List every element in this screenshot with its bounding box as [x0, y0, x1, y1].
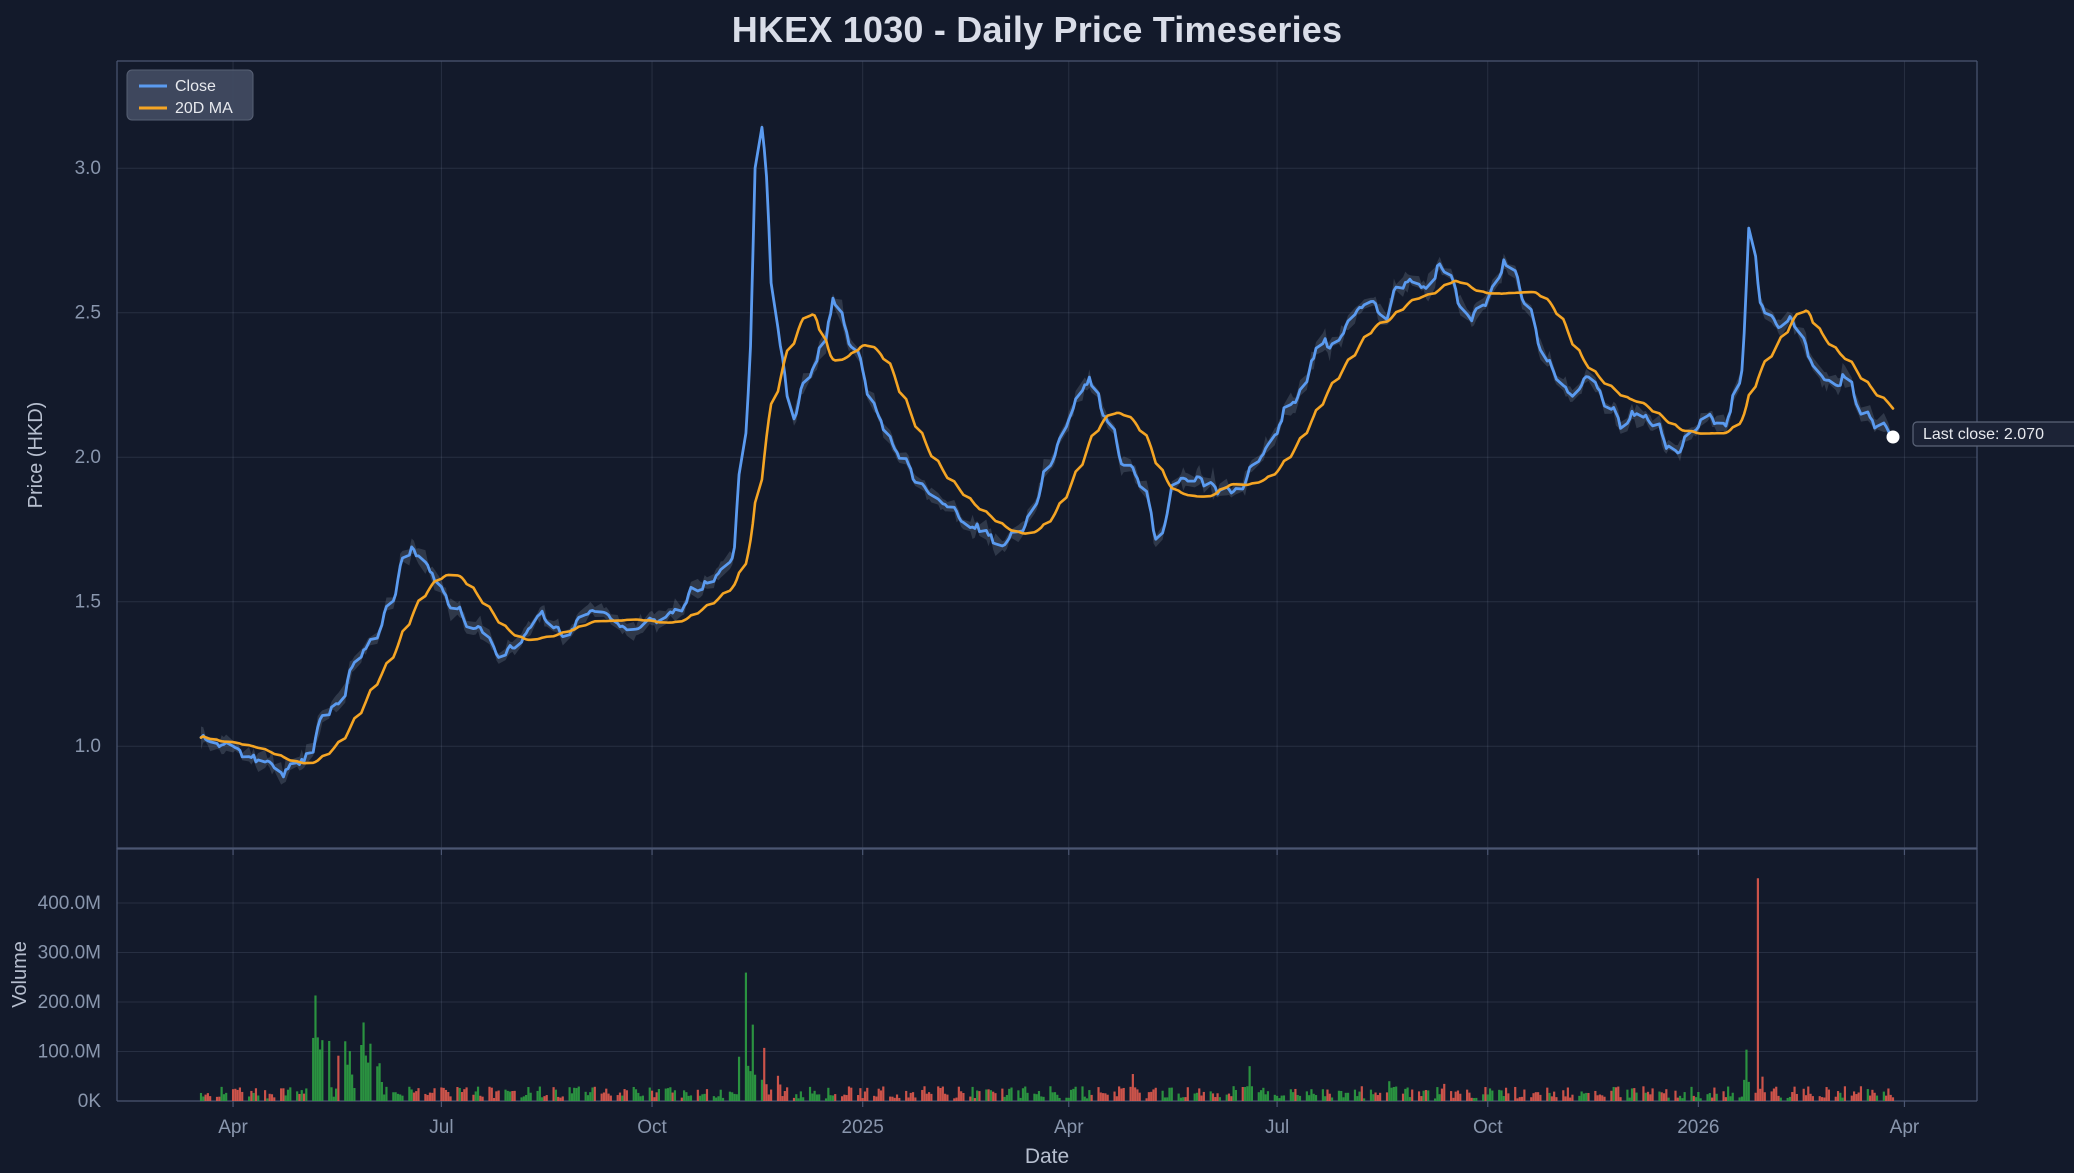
svg-text:100.0M: 100.0M: [38, 1042, 101, 1063]
svg-text:Oct: Oct: [1473, 1117, 1503, 1138]
svg-text:Date: Date: [1025, 1145, 1069, 1168]
svg-text:2.5: 2.5: [75, 303, 101, 324]
svg-text:400.0M: 400.0M: [38, 893, 101, 914]
svg-text:Jul: Jul: [1265, 1117, 1289, 1138]
svg-text:300.0M: 300.0M: [38, 943, 101, 964]
svg-text:Apr: Apr: [218, 1117, 248, 1138]
svg-text:1.0: 1.0: [75, 736, 101, 757]
svg-text:Apr: Apr: [1054, 1117, 1084, 1138]
svg-text:20D MA: 20D MA: [175, 100, 233, 117]
svg-text:Apr: Apr: [1890, 1117, 1920, 1138]
svg-text:Jul: Jul: [429, 1117, 453, 1138]
svg-text:Price (HKD): Price (HKD): [25, 402, 47, 509]
svg-text:Close: Close: [175, 78, 216, 95]
svg-text:Volume: Volume: [9, 941, 31, 1008]
svg-text:Oct: Oct: [637, 1117, 667, 1138]
svg-text:200.0M: 200.0M: [38, 992, 101, 1013]
svg-text:2.0: 2.0: [75, 447, 101, 468]
svg-text:Last close: 2.070: Last close: 2.070: [1923, 426, 2044, 443]
svg-text:2025: 2025: [842, 1117, 884, 1138]
svg-text:2026: 2026: [1677, 1117, 1719, 1138]
svg-text:0K: 0K: [78, 1091, 102, 1112]
svg-text:3.0: 3.0: [75, 158, 101, 179]
svg-text:1.5: 1.5: [75, 592, 101, 613]
